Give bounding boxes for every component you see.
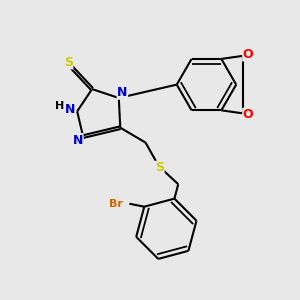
Text: Br: Br (109, 199, 123, 209)
Text: N: N (73, 134, 83, 147)
Text: N: N (117, 86, 128, 99)
Text: O: O (243, 48, 254, 61)
Text: S: S (64, 56, 73, 69)
Text: S: S (155, 161, 164, 174)
Text: H: H (55, 101, 64, 111)
Text: O: O (243, 108, 254, 121)
Text: N: N (64, 103, 75, 116)
